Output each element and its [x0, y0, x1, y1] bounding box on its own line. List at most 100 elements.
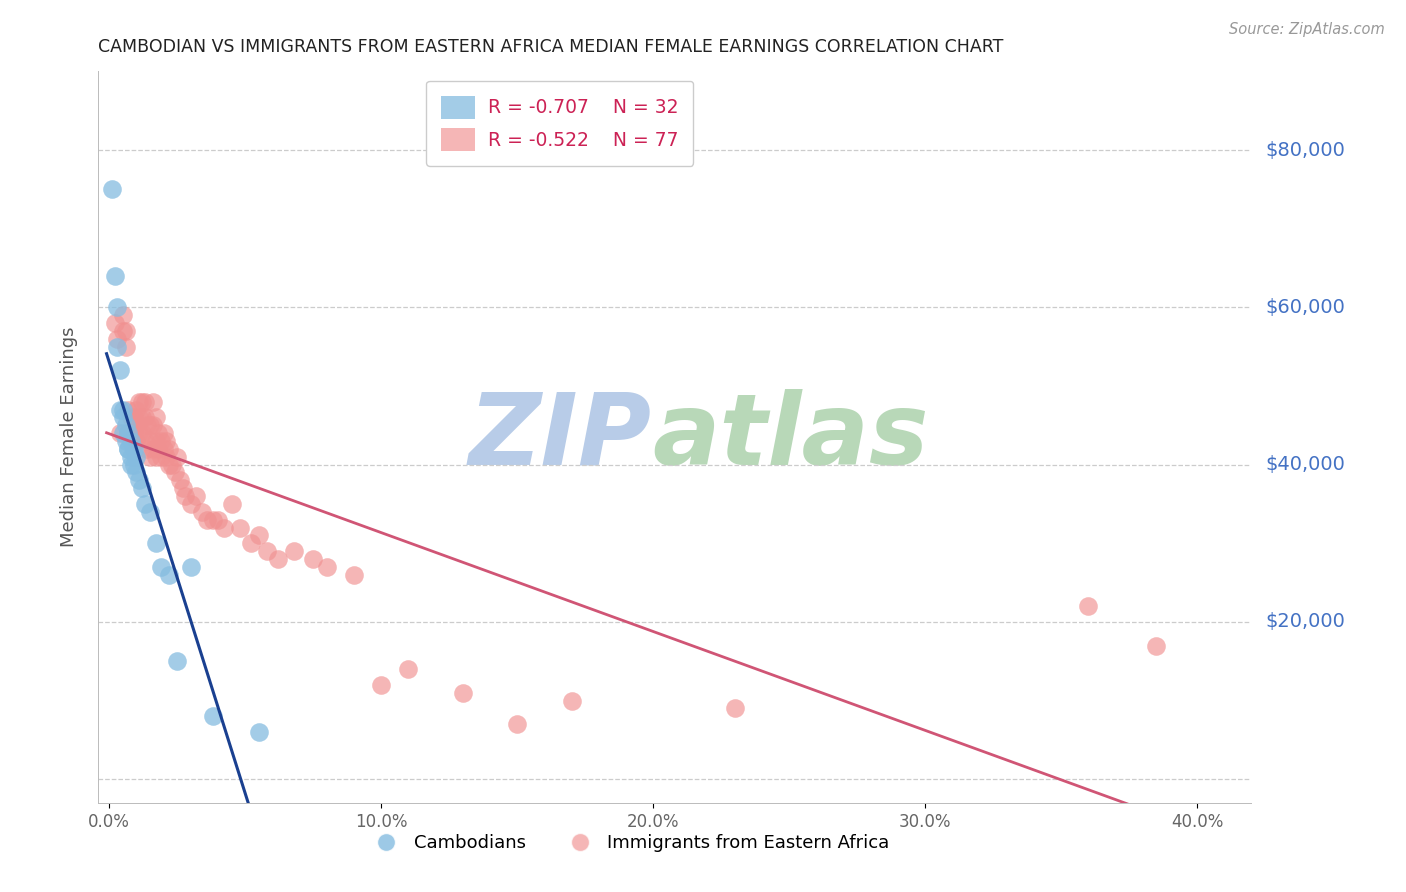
Point: [145, 450, 167, 464]
Point: [125, 434, 148, 448]
Point: [239, 536, 262, 550]
Point: [139, 434, 162, 448]
Point: [1144, 639, 1167, 653]
Point: [149, 434, 172, 448]
Point: [114, 434, 136, 448]
Point: [145, 536, 167, 550]
Point: [142, 394, 165, 409]
Point: [131, 481, 153, 495]
Point: [145, 434, 167, 448]
Text: atlas: atlas: [652, 389, 928, 485]
Point: [117, 426, 139, 441]
Point: [114, 324, 136, 338]
Point: [111, 426, 134, 441]
Point: [1077, 599, 1099, 614]
Point: [139, 450, 162, 464]
Point: [247, 725, 270, 739]
Point: [157, 567, 180, 582]
Point: [149, 450, 172, 464]
Point: [152, 442, 174, 456]
Point: [180, 559, 202, 574]
Point: [195, 513, 218, 527]
Point: [120, 434, 142, 448]
Point: [166, 450, 188, 464]
Point: [107, 340, 129, 354]
Point: [221, 497, 243, 511]
Text: $80,000: $80,000: [1265, 141, 1346, 160]
Text: ZIP: ZIP: [468, 389, 652, 485]
Point: [117, 442, 139, 456]
Point: [186, 489, 208, 503]
Point: [370, 678, 392, 692]
Point: [122, 410, 145, 425]
Point: [125, 450, 148, 464]
Point: [101, 182, 124, 196]
Point: [117, 426, 139, 441]
Point: [114, 340, 136, 354]
Point: [451, 686, 474, 700]
Point: [134, 434, 156, 448]
Point: [180, 497, 202, 511]
Point: [343, 567, 366, 582]
Point: [108, 426, 131, 441]
Point: [107, 332, 129, 346]
Point: [142, 418, 165, 433]
Point: [157, 442, 180, 456]
Point: [396, 662, 419, 676]
Point: [120, 450, 142, 464]
Point: [136, 442, 159, 456]
Point: [128, 410, 150, 425]
Point: [283, 544, 305, 558]
Point: [724, 701, 747, 715]
Point: [506, 717, 529, 731]
Text: $60,000: $60,000: [1265, 298, 1346, 317]
Point: [134, 410, 156, 425]
Point: [139, 505, 162, 519]
Point: [169, 473, 191, 487]
Point: [125, 466, 148, 480]
Text: $40,000: $40,000: [1265, 455, 1346, 475]
Point: [190, 505, 212, 519]
Point: [120, 410, 142, 425]
Point: [207, 513, 229, 527]
Point: [114, 418, 136, 433]
Point: [149, 559, 172, 574]
Point: [122, 426, 145, 441]
Point: [128, 473, 150, 487]
Point: [201, 513, 224, 527]
Point: [163, 466, 186, 480]
Y-axis label: Median Female Earnings: Median Female Earnings: [59, 326, 77, 548]
Point: [148, 442, 170, 456]
Point: [148, 426, 170, 441]
Text: $20,000: $20,000: [1265, 613, 1346, 632]
Point: [212, 520, 235, 534]
Point: [122, 458, 145, 472]
Point: [247, 528, 270, 542]
Point: [131, 426, 153, 441]
Point: [125, 402, 148, 417]
Point: [139, 418, 162, 433]
Point: [108, 402, 131, 417]
Point: [302, 552, 325, 566]
Point: [117, 402, 139, 417]
Point: [267, 552, 290, 566]
Point: [111, 308, 134, 322]
Point: [561, 693, 583, 707]
Point: [201, 709, 224, 723]
Point: [128, 394, 150, 409]
Point: [229, 520, 252, 534]
Point: [104, 268, 127, 283]
Text: Source: ZipAtlas.com: Source: ZipAtlas.com: [1229, 22, 1385, 37]
Point: [128, 426, 150, 441]
Point: [107, 301, 129, 315]
Point: [125, 418, 148, 433]
Point: [111, 402, 134, 417]
Point: [142, 442, 165, 456]
Point: [122, 442, 145, 456]
Point: [157, 458, 180, 472]
Point: [152, 426, 174, 441]
Point: [117, 442, 139, 456]
Point: [174, 489, 197, 503]
Point: [134, 394, 156, 409]
Point: [155, 434, 177, 448]
